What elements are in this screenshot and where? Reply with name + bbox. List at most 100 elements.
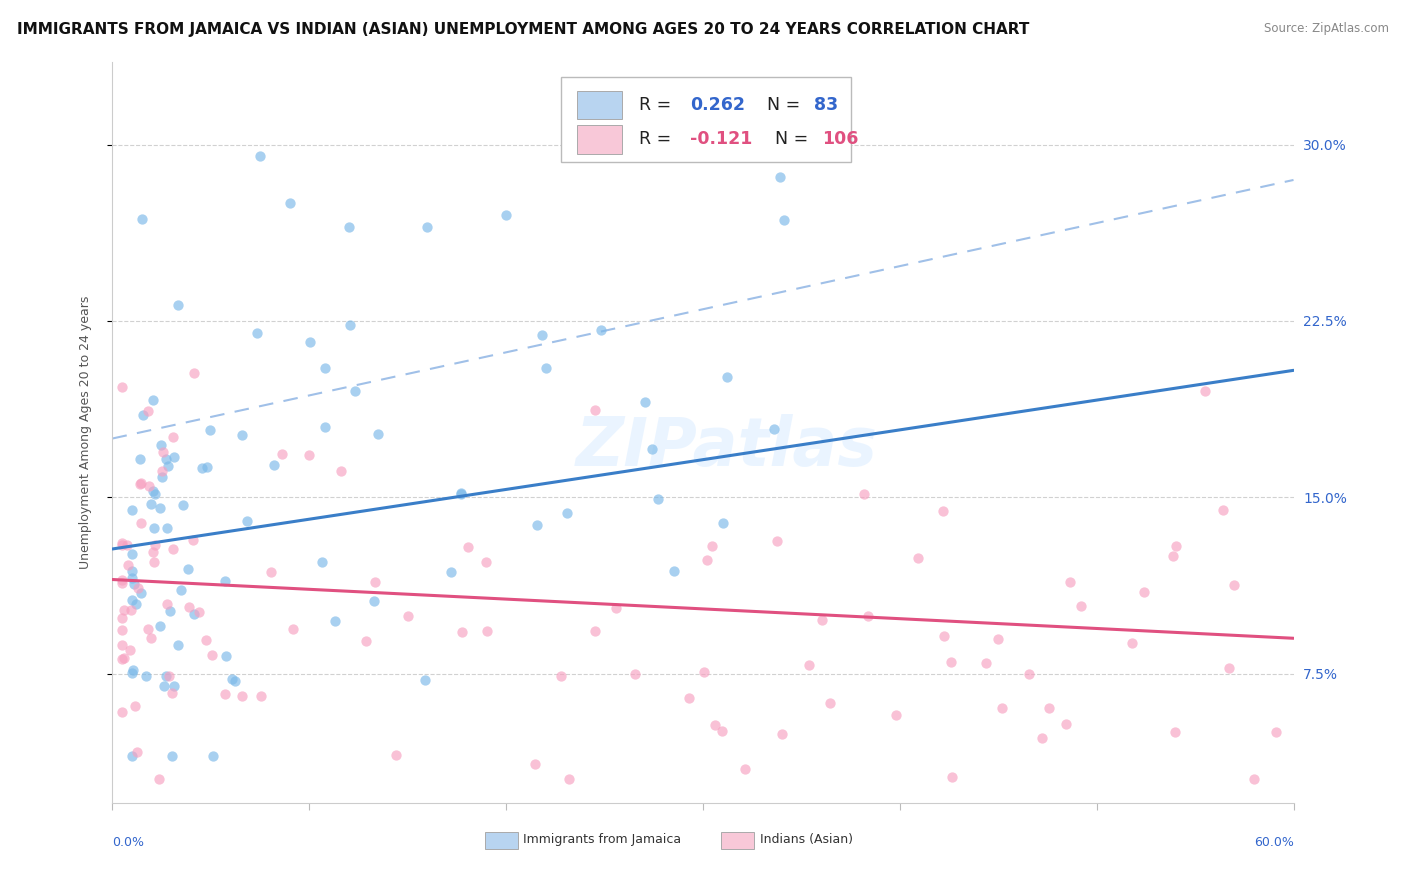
Point: [124, 597, 146, 611]
Point: [131, 409, 153, 423]
Point: [167, 639, 190, 653]
Point: [152, 679, 174, 693]
Point: [162, 748, 184, 763]
Point: [142, 545, 165, 559]
Point: [183, 366, 205, 380]
Point: [941, 770, 963, 784]
Point: [974, 656, 997, 670]
Point: [179, 600, 201, 615]
Point: [451, 625, 474, 640]
Point: [170, 582, 193, 597]
Point: [155, 451, 177, 466]
Point: [190, 460, 212, 475]
Point: [530, 328, 553, 343]
Point: [589, 324, 612, 338]
Point: [298, 448, 321, 462]
Point: [523, 757, 546, 772]
Point: [111, 380, 134, 394]
Point: [111, 706, 134, 720]
Point: [558, 772, 581, 787]
Text: ZIPatlas: ZIPatlas: [575, 415, 877, 481]
Point: [354, 633, 377, 648]
Text: Indians (Asian): Indians (Asian): [759, 833, 852, 847]
Point: [121, 503, 143, 517]
Point: [129, 477, 152, 491]
Point: [136, 622, 159, 636]
Point: [111, 611, 134, 625]
Point: [1223, 578, 1246, 592]
Point: [763, 422, 786, 436]
Point: [416, 219, 439, 234]
Point: [202, 748, 225, 763]
Point: [932, 504, 955, 518]
Point: [145, 538, 167, 552]
Point: [605, 600, 627, 615]
Point: [1166, 539, 1188, 553]
Point: [111, 537, 134, 551]
Point: [1018, 667, 1040, 681]
Point: [766, 534, 789, 549]
Point: [450, 485, 472, 500]
Point: [150, 438, 173, 452]
Text: -0.121: -0.121: [690, 130, 752, 148]
Point: [337, 219, 360, 234]
Point: [121, 665, 143, 680]
Point: [120, 643, 142, 657]
Point: [246, 326, 269, 341]
Point: [278, 196, 301, 211]
Point: [693, 665, 716, 679]
Text: N =: N =: [766, 95, 806, 113]
Point: [214, 574, 236, 588]
Text: N =: N =: [775, 130, 814, 148]
Point: [526, 518, 548, 533]
Point: [112, 651, 135, 665]
Point: [201, 648, 224, 663]
Point: [298, 335, 321, 350]
Point: [711, 724, 734, 739]
Point: [1038, 701, 1060, 715]
Point: [283, 623, 305, 637]
Point: [641, 442, 664, 457]
Point: [117, 558, 139, 573]
Point: [647, 491, 669, 506]
Point: [818, 697, 841, 711]
Point: [231, 689, 253, 703]
Text: 0.262: 0.262: [690, 95, 745, 113]
Point: [700, 539, 723, 553]
Point: [364, 574, 387, 589]
Point: [149, 501, 172, 516]
Point: [142, 555, 165, 569]
Point: [127, 581, 149, 595]
Point: [329, 464, 352, 478]
Point: [142, 392, 165, 407]
Point: [183, 607, 205, 621]
Point: [1163, 549, 1185, 563]
Point: [475, 624, 498, 638]
Point: [215, 648, 238, 663]
Point: [177, 562, 200, 576]
Point: [122, 576, 145, 591]
Point: [932, 629, 955, 643]
Point: [111, 623, 134, 637]
Text: Immigrants from Jamaica: Immigrants from Jamaica: [523, 833, 682, 847]
Bar: [576, 126, 621, 153]
Point: [1031, 731, 1053, 745]
Y-axis label: Unemployment Among Ages 20 to 24 years: Unemployment Among Ages 20 to 24 years: [79, 296, 91, 569]
Point: [1243, 772, 1265, 787]
Point: [121, 564, 143, 578]
Point: [139, 497, 162, 511]
Point: [259, 565, 281, 579]
Point: [121, 748, 143, 763]
Point: [114, 602, 136, 616]
Point: [664, 564, 686, 578]
Point: [195, 460, 218, 475]
Point: [224, 673, 246, 688]
Point: [231, 427, 253, 442]
Point: [156, 597, 179, 611]
Point: [129, 475, 152, 490]
Point: [941, 655, 963, 669]
Point: [149, 618, 172, 632]
Point: [990, 701, 1012, 715]
Text: 106: 106: [823, 130, 859, 148]
Point: [129, 516, 152, 531]
